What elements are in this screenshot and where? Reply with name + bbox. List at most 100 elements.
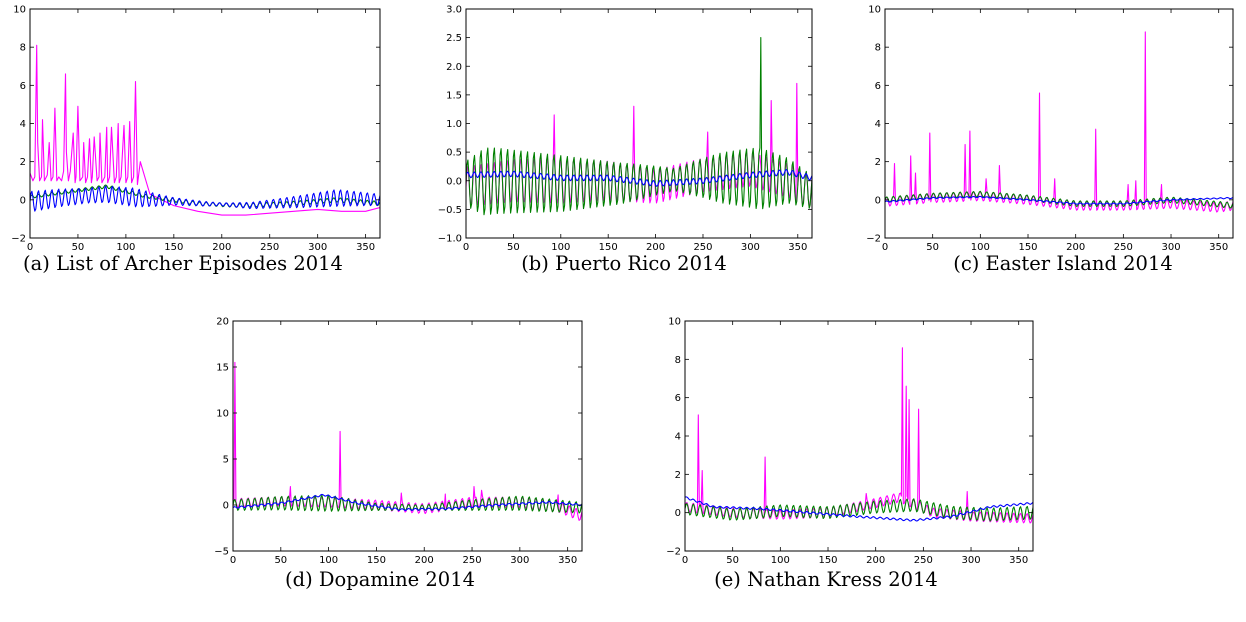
x-tick-label: 300	[1161, 242, 1180, 253]
y-tick-label: 0.5	[446, 148, 462, 159]
y-tick-label: 3.0	[446, 5, 462, 16]
x-tick-label: 150	[1018, 242, 1037, 253]
series-line-2	[30, 184, 380, 208]
x-tick-label: 0	[27, 242, 33, 253]
y-tick-label: 2	[875, 157, 881, 168]
y-tick-label: −2	[666, 547, 681, 558]
y-tick-label: 0	[875, 195, 881, 206]
x-tick-label: 300	[961, 555, 980, 566]
x-tick-label: 300	[510, 555, 529, 566]
y-tick-label: 0	[223, 501, 229, 512]
y-tick-label: 8	[20, 43, 26, 54]
series-line-1	[885, 31, 1233, 213]
x-tick-label: 150	[367, 555, 386, 566]
y-tick-label: 6	[675, 393, 681, 404]
x-tick-label: 50	[274, 555, 287, 566]
y-tick-label: 2	[20, 157, 26, 168]
y-tick-label: 20	[216, 317, 229, 328]
series-line-3	[885, 195, 1233, 205]
y-tick-label: 8	[875, 43, 881, 54]
x-tick-label: 200	[415, 555, 434, 566]
y-tick-label: 0	[20, 195, 26, 206]
x-tick-label: 350	[788, 242, 807, 253]
x-tick-label: 200	[1066, 242, 1085, 253]
y-tick-label: 8	[675, 355, 681, 366]
x-tick-label: 350	[1009, 555, 1028, 566]
y-tick-label: 15	[216, 363, 229, 374]
figure-caption: (e) Nathan Kress 2014	[714, 568, 938, 591]
x-tick-label: 0	[230, 555, 236, 566]
x-tick-label: 250	[1114, 242, 1133, 253]
x-tick-label: 100	[971, 242, 990, 253]
x-tick-label: 100	[319, 555, 338, 566]
y-tick-label: −5	[214, 547, 229, 558]
y-tick-label: 4	[20, 119, 26, 130]
x-tick-label: 0	[882, 242, 888, 253]
x-tick-label: 100	[771, 555, 790, 566]
x-tick-label: 200	[212, 242, 231, 253]
x-tick-label: 200	[646, 242, 665, 253]
x-tick-label: 50	[726, 555, 739, 566]
series-line-1	[30, 44, 380, 216]
y-tick-label: −2	[11, 234, 26, 245]
figure-caption: (a) List of Archer Episodes 2014	[23, 252, 343, 275]
y-tick-label: 4	[875, 119, 881, 130]
x-tick-label: 350	[1209, 242, 1228, 253]
x-tick-label: 300	[741, 242, 760, 253]
series-line-2	[466, 37, 812, 216]
y-tick-label: 2	[675, 470, 681, 481]
y-tick-label: 10	[868, 5, 881, 16]
y-tick-label: 10	[13, 5, 26, 16]
x-tick-label: 150	[599, 242, 618, 253]
plot-frame	[232, 320, 583, 552]
y-tick-label: 2.0	[446, 62, 462, 73]
x-tick-label: 50	[72, 242, 85, 253]
x-tick-label: 150	[818, 555, 837, 566]
x-tick-label: 250	[260, 242, 279, 253]
figure-caption: (b) Puerto Rico 2014	[521, 252, 727, 275]
x-tick-label: 100	[551, 242, 570, 253]
x-tick-label: 200	[866, 555, 885, 566]
y-tick-label: 10	[216, 409, 229, 420]
y-tick-label: 1.0	[446, 119, 462, 130]
series-line-2	[233, 494, 582, 514]
y-tick-label: 2.5	[446, 33, 462, 44]
x-tick-label: 150	[164, 242, 183, 253]
y-tick-label: 6	[875, 81, 881, 92]
y-tick-label: 0	[675, 508, 681, 519]
y-tick-label: 1.5	[446, 90, 462, 101]
figure-caption: (d) Dopamine 2014	[285, 568, 475, 591]
series-line-2	[685, 498, 1033, 522]
x-tick-label: 0	[682, 555, 688, 566]
y-tick-label: −2	[866, 234, 881, 245]
x-tick-label: 250	[462, 555, 481, 566]
series-line-3	[685, 496, 1033, 522]
y-tick-label: 10	[668, 317, 681, 328]
y-tick-label: 5	[223, 455, 229, 466]
y-tick-label: 4	[675, 432, 681, 443]
figure-caption: (c) Easter Island 2014	[953, 252, 1173, 275]
series-line-3	[466, 168, 812, 187]
x-tick-label: 50	[507, 242, 520, 253]
series-line-1	[685, 347, 1033, 524]
x-tick-label: 50	[926, 242, 939, 253]
y-tick-label: 0.0	[446, 176, 462, 187]
x-tick-label: 250	[914, 555, 933, 566]
series-line-3	[233, 493, 582, 511]
x-tick-label: 300	[308, 242, 327, 253]
series-line-3	[30, 185, 380, 212]
y-tick-label: −1.0	[438, 234, 462, 245]
chart-panel-b: 0 50 100 150 200 250 300 350 −1.0 −0.5 0.0 0.5 1.0 1.…	[438, 5, 813, 275]
x-tick-label: 100	[116, 242, 135, 253]
x-tick-label: 350	[558, 555, 577, 566]
y-tick-label: 6	[20, 81, 26, 92]
y-tick-label: −0.5	[438, 205, 462, 216]
x-tick-label: 0	[463, 242, 469, 253]
x-tick-label: 350	[356, 242, 375, 253]
x-tick-label: 250	[693, 242, 712, 253]
